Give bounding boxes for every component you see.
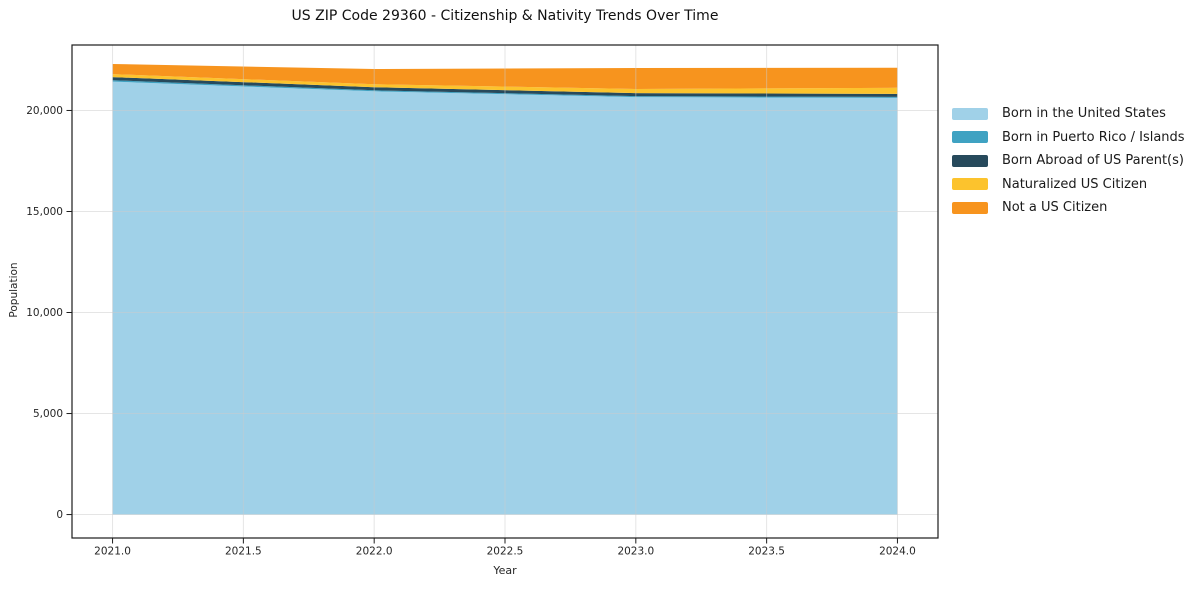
legend-item-not-a-us-citizen: Not a US Citizen — [952, 200, 1187, 215]
legend-item-born-in-the-united-states: Born in the United States — [952, 106, 1187, 121]
x-tick-label: 2022.0 — [356, 546, 393, 558]
legend-swatch-icon — [952, 178, 988, 190]
x-tick-label: 2023.5 — [748, 546, 785, 558]
x-tick-label: 2022.5 — [487, 546, 524, 558]
legend-label: Born in the United States — [1002, 106, 1166, 121]
legend-swatch-icon — [952, 201, 988, 214]
x-tick-label: 2024.0 — [879, 546, 916, 558]
legend-item-naturalized-us-citizen: Naturalized US Citizen — [952, 176, 1187, 192]
x-tick-label: 2021.0 — [94, 546, 131, 558]
legend-swatch-icon — [952, 154, 988, 167]
y-tick-label: 15,000 — [26, 206, 63, 218]
y-tick-label: 0 — [56, 509, 63, 521]
x-tick-label: 2023.0 — [617, 546, 654, 558]
y-tick-label: 5,000 — [33, 408, 63, 420]
x-tick-label: 2021.5 — [225, 546, 262, 558]
legend-item-born-in-puerto-rico-islands: Born in Puerto Rico / Islands — [952, 129, 1187, 145]
x-axis-title: Year — [493, 564, 517, 577]
legend-swatch-icon — [952, 131, 988, 143]
y-tick-label: 10,000 — [26, 307, 63, 319]
chart-title: US ZIP Code 29360 - Citizenship & Nativi… — [291, 8, 719, 24]
legend-swatch-icon — [952, 107, 988, 120]
y-axis-title: Population — [8, 262, 20, 318]
legend-label: Not a US Citizen — [1002, 200, 1108, 215]
legend-item-born-abroad-of-us-parent-s: Born Abroad of US Parent(s) — [952, 153, 1187, 168]
legend-label: Naturalized US Citizen — [1002, 176, 1148, 192]
area-naturalized-us-citizen — [112, 74, 898, 94]
y-tick-label: 20,000 — [26, 105, 63, 117]
legend: Born in the United States Born in Puerto … — [952, 106, 1187, 225]
legend-label: Born in Puerto Rico / Islands — [1002, 129, 1185, 145]
legend-label: Born Abroad of US Parent(s) — [1002, 153, 1184, 168]
